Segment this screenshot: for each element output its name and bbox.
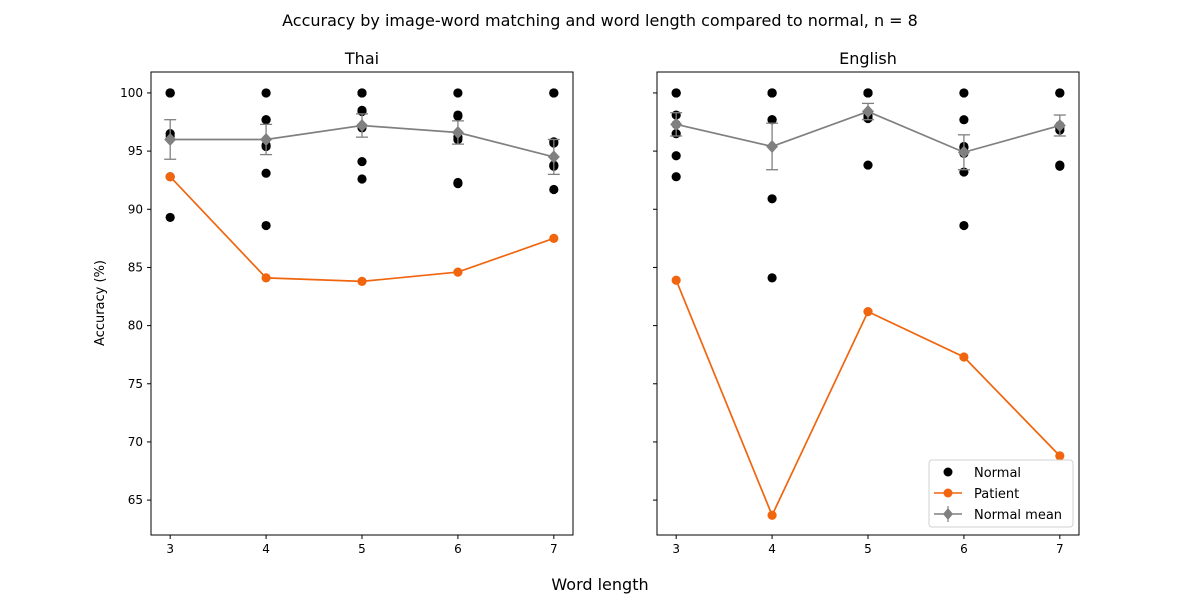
thai-x-tick-label: 7: [550, 542, 558, 556]
english-normal-point: [1055, 88, 1065, 98]
thai-x-tick-label: 5: [358, 542, 366, 556]
thai-y-tick-label: 70: [128, 435, 143, 449]
figure-suptitle: Accuracy by image-word matching and word…: [282, 11, 918, 30]
english-normal-point: [767, 115, 777, 125]
legend-patient-label: Patient: [974, 487, 1019, 502]
english-x-tick-label: 3: [672, 542, 680, 556]
thai-title: Thai: [344, 49, 379, 68]
english-normal-point: [767, 273, 777, 283]
english-panel: English 3 4 5 6 7: [653, 49, 1080, 556]
english-normal-point: [863, 160, 873, 170]
legend-mean-marker: [943, 508, 953, 520]
english-normal-point: [959, 115, 969, 125]
thai-patient-point: [549, 233, 559, 243]
english-mean-point: [957, 145, 970, 159]
thai-patient-line: [169, 176, 555, 283]
thai-normal-point: [357, 174, 367, 184]
thai-mean-point: [547, 150, 560, 164]
thai-x-tick-label: 6: [454, 542, 462, 556]
thai-y-tick-label: 95: [128, 144, 143, 158]
thai-y-tick-label: 90: [128, 202, 143, 216]
thai-normal-point: [261, 88, 271, 98]
thai-axes-frame: [150, 71, 574, 536]
english-patient-point: [767, 510, 777, 520]
english-x-tick-label: 5: [864, 542, 872, 556]
thai-mean-point: [260, 132, 273, 146]
thai-mean-point: [451, 125, 464, 139]
thai-y-label: Accuracy (%): [93, 260, 108, 346]
english-mean-point: [1053, 119, 1066, 133]
english-x-tick-label: 6: [960, 542, 968, 556]
thai-plot-area: 3 4 5 6 7 65 70 75 80 85 90 95 100: [120, 71, 574, 556]
legend-normal-marker: [943, 467, 953, 477]
english-normal-point: [767, 194, 777, 204]
thai-patient-point: [165, 172, 175, 182]
thai-normal-point: [261, 220, 271, 231]
english-mean-point: [766, 139, 779, 153]
english-normal-point: [1055, 161, 1065, 171]
figure-x-label: Word length: [551, 575, 648, 594]
thai-patient-point: [357, 276, 367, 286]
thai-panel: Thai Accuracy (%) 3 4 5 6 7 65 70 75 80 85 90 95 100: [93, 49, 574, 556]
english-x-tick-label: 7: [1056, 542, 1064, 556]
english-patient-point: [959, 352, 969, 362]
thai-normal-point: [357, 156, 367, 167]
english-normal-point: [863, 88, 873, 98]
thai-x-tick-label: 3: [166, 542, 174, 556]
english-title: English: [839, 49, 897, 68]
english-normal-point: [671, 88, 681, 98]
english-patient-point: [1055, 451, 1065, 461]
thai-normal-point: [549, 88, 559, 98]
legend: Normal Patient Normal mean: [928, 459, 1074, 528]
thai-y-tick-label: 65: [128, 493, 143, 507]
english-normal-point: [671, 172, 681, 182]
legend-mean-label: Normal mean: [974, 508, 1062, 523]
thai-mean-point: [164, 132, 177, 146]
thai-y-tick-label: 100: [120, 86, 143, 100]
thai-normal-point: [357, 88, 367, 98]
thai-normal-point: [165, 88, 175, 98]
english-x-tick-label: 4: [768, 542, 776, 556]
thai-mean-point: [356, 119, 368, 133]
thai-y-tick-label: 85: [128, 260, 143, 274]
english-normal-point: [767, 88, 777, 98]
thai-normal-point: [453, 179, 463, 189]
english-patient-point: [863, 307, 873, 317]
english-mean-point: [862, 105, 874, 119]
thai-y-tick-label: 75: [128, 377, 143, 391]
thai-patient-point: [261, 273, 271, 283]
english-normal-point: [959, 88, 969, 98]
thai-patient-point: [453, 267, 463, 277]
thai-normal-point: [549, 184, 559, 195]
thai-x-tick-label: 4: [262, 542, 270, 556]
english-normal-point: [959, 220, 969, 231]
legend-patient-marker: [943, 488, 953, 498]
thai-normal-point: [261, 168, 271, 178]
legend-box: [928, 459, 1074, 528]
thai-normal-point: [453, 88, 463, 98]
english-normal-point: [671, 151, 681, 161]
thai-normal-point: [453, 111, 463, 121]
thai-y-tick-label: 80: [128, 319, 143, 333]
thai-normal-point: [165, 212, 175, 223]
english-patient-point: [671, 275, 681, 285]
thai-normal-point: [261, 115, 271, 125]
english-plot-area: 3 4 5 6 7: [653, 71, 1080, 556]
legend-normal-label: Normal: [974, 466, 1021, 481]
english-mean-point: [670, 117, 683, 131]
